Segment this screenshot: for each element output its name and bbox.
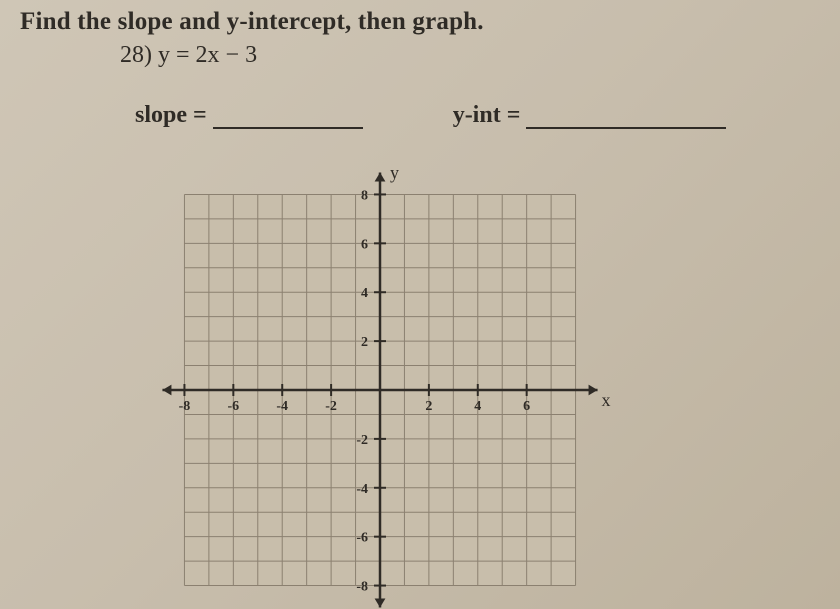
yint-answer: y-int = xyxy=(453,102,727,129)
grid-svg: -8 -6 -4 -2 2 4 6 -8 -6 -4 -2 2 4 6 8 x y xyxy=(130,140,630,609)
coordinate-chart: -8 -6 -4 -2 2 4 6 -8 -6 -4 -2 2 4 6 8 x y xyxy=(130,140,630,609)
svg-text:4: 4 xyxy=(361,286,368,301)
svg-text:2: 2 xyxy=(425,399,432,414)
svg-text:-2: -2 xyxy=(356,433,368,448)
svg-text:-4: -4 xyxy=(356,482,368,497)
yint-blank[interactable] xyxy=(526,103,726,129)
slope-answer: slope = xyxy=(135,102,363,129)
svg-text:6: 6 xyxy=(523,399,530,414)
svg-text:-8: -8 xyxy=(179,399,191,414)
slope-label: slope = xyxy=(135,102,207,129)
svg-text:-6: -6 xyxy=(356,531,368,546)
svg-text:y: y xyxy=(390,162,399,182)
svg-text:x: x xyxy=(602,390,611,410)
svg-text:-4: -4 xyxy=(276,399,288,414)
equation: y = 2x − 3 xyxy=(158,42,257,68)
svg-text:-8: -8 xyxy=(356,580,368,595)
slope-blank[interactable] xyxy=(213,103,363,129)
yint-label: y-int = xyxy=(453,102,521,129)
svg-text:2: 2 xyxy=(361,335,368,350)
worksheet-page: Find the slope and y-intercept, then gra… xyxy=(0,0,840,609)
problem-number: 28) xyxy=(120,42,152,68)
answer-row: slope = y-int = xyxy=(135,102,726,129)
svg-text:8: 8 xyxy=(361,188,368,203)
svg-text:-2: -2 xyxy=(325,399,337,414)
svg-text:-6: -6 xyxy=(227,399,239,414)
instruction-text: Find the slope and y-intercept, then gra… xyxy=(20,8,484,36)
svg-text:6: 6 xyxy=(361,237,368,252)
svg-text:4: 4 xyxy=(474,399,481,414)
problem-line: 28) y = 2x − 3 xyxy=(120,42,257,69)
